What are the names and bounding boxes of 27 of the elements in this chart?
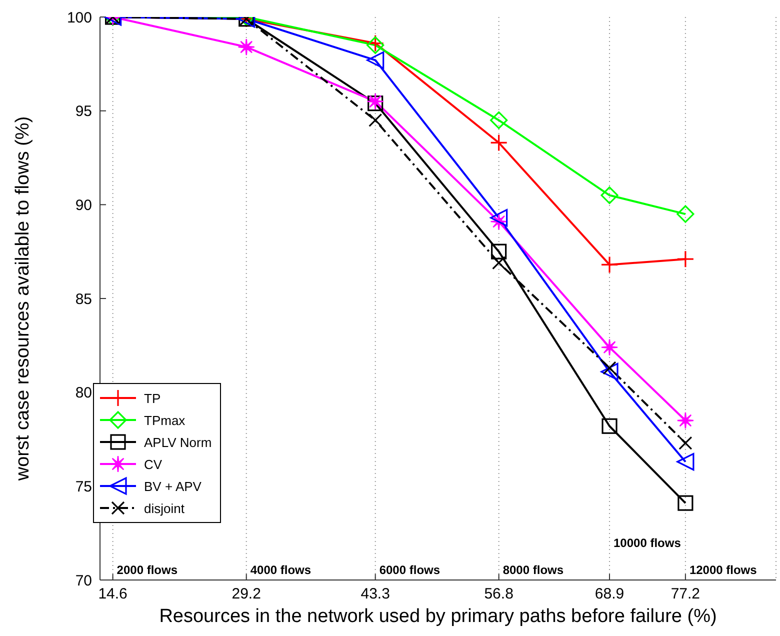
x-tick-label: 29.2 [232, 586, 261, 603]
y-tick-label: 90 [75, 196, 92, 214]
legend-label: BV + APV [144, 478, 202, 494]
y-tick-label: 95 [75, 103, 92, 120]
y-tick-label: 80 [75, 384, 92, 402]
x-tick-label: 56.8 [484, 586, 514, 603]
x-tick-label: 14.6 [98, 586, 128, 603]
y-tick-label: 70 [75, 572, 92, 590]
y-tick-label: 100 [66, 9, 92, 26]
y-tick-label: 75 [75, 478, 92, 496]
legend-label: CV [144, 456, 162, 472]
legend-label: disjoint [144, 500, 184, 516]
annotation: 2000 flows [116, 563, 178, 577]
x-axis-title: Resources in the network used by primary paths before failure (%) [159, 606, 717, 627]
annotation: 8000 flows [502, 563, 564, 577]
annotation: 6000 flows [379, 563, 440, 577]
y-tick-label: 85 [75, 290, 92, 308]
annotation: 10000 flows [614, 536, 682, 550]
annotation: 4000 flows [250, 563, 312, 577]
annotation: 12000 flows [689, 563, 758, 577]
legend-label: TP [144, 390, 161, 406]
legend-label: TPmax [144, 412, 186, 428]
x-tick-label: 68.9 [594, 586, 624, 603]
x-tick-label: 77.2 [670, 586, 700, 603]
x-tick-label: 43.3 [360, 586, 390, 603]
y-axis-title: worst case resources available to flows (%) [12, 116, 34, 482]
legend-label: APLV Norm [144, 434, 212, 450]
